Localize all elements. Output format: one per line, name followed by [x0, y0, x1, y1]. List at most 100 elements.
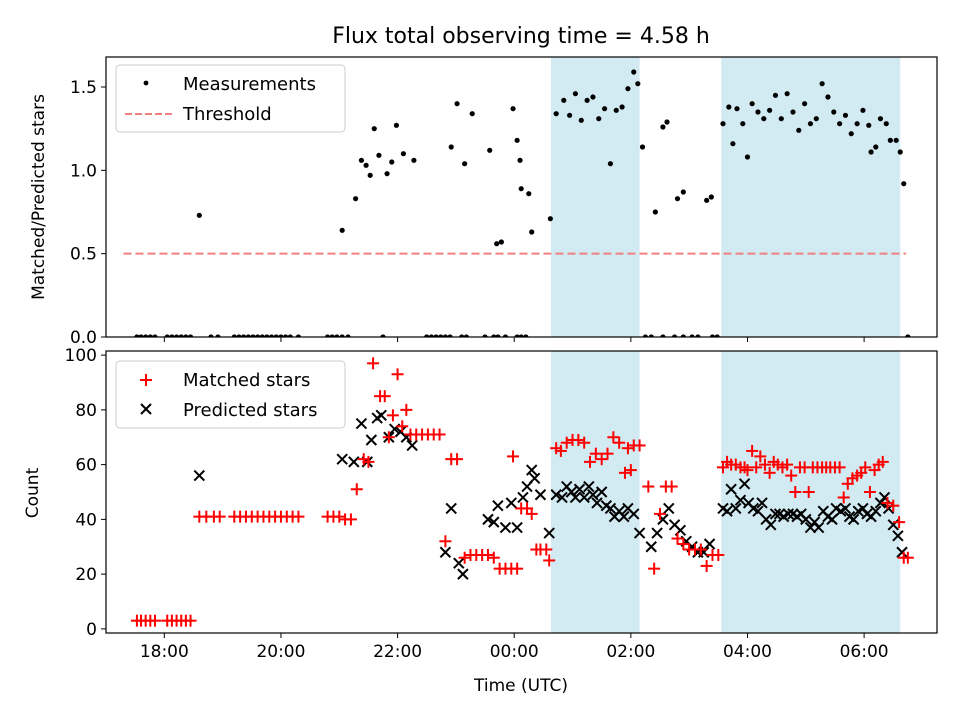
predicted-star-point — [499, 521, 512, 534]
matched-star-point — [458, 551, 471, 564]
measurement-point — [502, 334, 509, 337]
predicted-star-point — [769, 508, 782, 520]
measurement-point — [572, 91, 579, 97]
measurement-point — [358, 157, 365, 163]
bottom-plot-area — [130, 351, 914, 633]
measurement-point — [339, 334, 345, 337]
y-tick-label: 60 — [75, 456, 97, 476]
measurement-point — [215, 334, 221, 337]
matched-star-point — [677, 538, 690, 551]
predicted-star-point — [534, 489, 547, 501]
predicted-star-point — [765, 519, 777, 531]
measurement-point — [241, 334, 247, 337]
matched-star-point — [213, 510, 226, 523]
predicted-star-point — [839, 502, 852, 515]
measurement-point — [526, 191, 532, 197]
measurement-point — [868, 149, 874, 155]
predicted-star-point — [556, 491, 568, 504]
matched-star-point — [621, 442, 634, 455]
measurement-point — [709, 334, 716, 337]
measurement-point — [873, 144, 879, 150]
measurement-point — [720, 121, 726, 127]
measurement-point — [807, 121, 814, 127]
measurement-point — [245, 334, 251, 337]
predicted-star-point — [595, 486, 608, 498]
predicted-star-point — [738, 478, 751, 490]
measurement-point — [784, 91, 790, 97]
top-plot-area — [123, 57, 911, 337]
matched-star-point — [362, 455, 375, 468]
predicted-star-point — [721, 505, 733, 517]
measurement-point — [134, 334, 140, 337]
measurement-point — [842, 112, 849, 118]
count-panel: 0 20 40 60 80 100 18:00 20:00 22:00 00:00 02:00 04:… — [65, 346, 938, 662]
y-tick-label: 1.0 — [70, 161, 97, 181]
matched-star-point — [525, 507, 538, 520]
matched-star-point — [607, 431, 620, 444]
predicted-star-point — [663, 502, 675, 515]
matched-star-point — [881, 496, 894, 509]
matched-star-point — [560, 436, 573, 449]
predicted-star-point — [800, 513, 812, 526]
measurement-point — [462, 161, 468, 167]
predicted-star-point — [725, 483, 737, 495]
matched-star-point — [785, 469, 798, 482]
y-tick-label: 0.0 — [70, 328, 97, 348]
measurement-point — [491, 334, 497, 337]
x-tick-label: 02:00 — [606, 642, 655, 662]
measurement-point — [352, 196, 359, 202]
measurement-point — [147, 334, 153, 337]
measurement-point — [625, 86, 631, 92]
measurement-point — [567, 112, 573, 118]
matched-star-point — [572, 433, 585, 446]
matched-star-point — [901, 551, 914, 564]
measurement-point — [447, 334, 453, 337]
measurement-point — [250, 334, 256, 337]
predicted-star-point — [482, 513, 494, 526]
predicted-star-point — [492, 499, 504, 512]
measurement-point — [796, 127, 802, 133]
measurement-point — [183, 334, 189, 337]
measurement-point — [848, 131, 854, 137]
legend-threshold-label: Threshold — [182, 104, 272, 125]
matched-star-point — [746, 444, 759, 457]
measurement-point — [860, 107, 866, 113]
matched-star-point — [665, 480, 678, 493]
measurement-point — [901, 181, 907, 187]
matched-star-point — [863, 486, 876, 498]
matched-star-point — [837, 491, 850, 504]
matched-star-point — [671, 532, 684, 545]
matched-star-point — [738, 461, 751, 474]
measurement-point — [825, 94, 831, 100]
predicted-star-point — [591, 497, 603, 509]
predicted-star-point — [847, 513, 860, 526]
top-legend-box — [115, 64, 346, 133]
predicted-star-point — [826, 513, 838, 526]
measurement-point — [790, 109, 796, 115]
legend-matched-marker — [140, 374, 152, 386]
matched-star-point — [833, 461, 846, 474]
measurement-point — [518, 334, 524, 337]
measurement-point — [514, 334, 520, 337]
x-tick-label: 18:00 — [140, 642, 189, 662]
legend-measurements-marker — [143, 80, 149, 86]
matched-star-point — [367, 357, 380, 370]
measurement-point — [730, 141, 736, 147]
measurement-point — [278, 334, 284, 337]
predicted-star-point — [633, 527, 646, 539]
measurement-point — [463, 334, 469, 337]
measurement-point — [689, 334, 695, 337]
measurement-point — [187, 334, 194, 337]
measurement-point — [325, 334, 331, 337]
measurement-point — [143, 334, 149, 337]
measurement-point — [761, 116, 767, 122]
matched-star-point — [712, 548, 725, 561]
measurement-point — [680, 334, 686, 337]
x-tick-label: 20:00 — [256, 642, 305, 662]
measurement-point — [553, 111, 559, 117]
matched-star-point — [601, 447, 614, 460]
measurement-point — [178, 334, 184, 337]
measurement-point — [339, 227, 345, 233]
predicted-star-point — [348, 456, 360, 468]
measurement-point — [371, 126, 377, 132]
